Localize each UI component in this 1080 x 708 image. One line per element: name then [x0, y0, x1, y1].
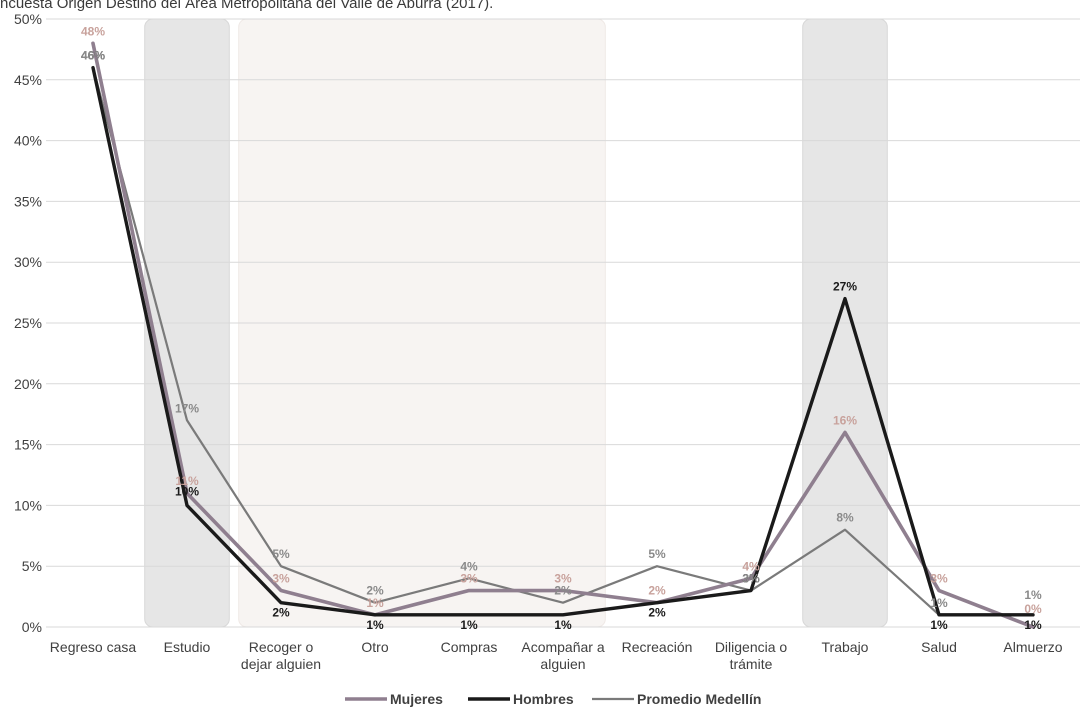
x-tick-label: alguien [540, 656, 585, 672]
data-label-hombres: 2% [648, 606, 666, 620]
y-tick-label: 50% [14, 11, 42, 27]
x-tick-label: Salud [921, 639, 957, 655]
y-tick-label: 30% [14, 254, 42, 270]
data-label-hombres: 1% [1024, 618, 1042, 632]
x-tick-label: Otro [361, 639, 388, 655]
data-label-mujeres: 11% [175, 474, 199, 488]
data-label-mujeres: 3% [554, 572, 572, 586]
y-axis: 0% 5% 10% 15% 20% 25% 30% 35% 40% 45% 50% [14, 11, 42, 635]
y-tick-label: 25% [14, 315, 42, 331]
series-lines [91, 41, 1035, 629]
data-label-mujeres: 48% [81, 24, 105, 38]
data-label-mujeres: 2% [648, 584, 666, 598]
legend-label-mujeres: Mujeres [390, 691, 443, 707]
y-tick-label: 10% [14, 497, 42, 513]
x-tick-label: Recreación [622, 639, 693, 655]
x-tick-label: trámite [730, 656, 773, 672]
y-tick-label: 15% [14, 437, 42, 453]
y-tick-label: 40% [14, 133, 42, 149]
data-label-promedio: 3% [742, 572, 760, 586]
data-label-mujeres: 3% [272, 572, 290, 586]
data-label-mujeres: 3% [930, 572, 948, 586]
y-tick-label: 45% [14, 72, 42, 88]
data-label-mujeres: 1% [366, 596, 384, 610]
x-tick-label: Almuerzo [1003, 639, 1062, 655]
data-label-promedio: 8% [836, 511, 854, 525]
x-tick-label: Estudio [164, 639, 211, 655]
data-label-promedio: 2% [366, 584, 384, 598]
data-label-mujeres: 0% [1024, 602, 1042, 616]
data-label-hombres: 1% [366, 618, 384, 632]
x-tick-label: Recoger o [249, 639, 314, 655]
data-label-mujeres: 3% [460, 572, 478, 586]
x-tick-label: dejar alguien [241, 656, 321, 672]
data-label-hombres: 1% [930, 618, 948, 632]
data-label-promedio: 46% [81, 49, 105, 63]
y-tick-label: 35% [14, 193, 42, 209]
data-label-hombres: 3% [742, 572, 760, 586]
series-line-mujeres [91, 41, 1035, 629]
data-label-hombres: 27% [833, 280, 857, 294]
y-tick-label: 5% [22, 558, 42, 574]
y-tick-label: 20% [14, 376, 42, 392]
data-label-promedio: 1% [1024, 588, 1042, 602]
x-tick-label: Regreso casa [50, 639, 137, 655]
x-tick-label: Trabajo [822, 639, 869, 655]
legend-label-hombres: Hombres [513, 691, 574, 707]
x-tick-label: Acompañar a [521, 639, 604, 655]
series-line-hombres [91, 65, 1035, 617]
data-label-promedio: 1% [930, 596, 948, 610]
data-label-promedio: 17% [175, 401, 199, 415]
data-label-mujeres: 16% [833, 413, 857, 427]
x-tick-label: Diligencia o [715, 639, 788, 655]
x-tick-label: Compras [441, 639, 498, 655]
data-label-hombres: 2% [272, 606, 290, 620]
legend: Mujeres Hombres Promedio Medellín [345, 691, 761, 707]
data-label-hombres: 1% [460, 618, 478, 632]
legend-label-promedio: Promedio Medellín [637, 691, 761, 707]
y-tick-label: 0% [22, 619, 42, 635]
data-label-promedio: 5% [648, 547, 666, 561]
data-label-promedio: 5% [272, 547, 290, 561]
data-label-promedio: 2% [554, 584, 572, 598]
chart-caption: ncuesta Origen Destino del Área Metropol… [0, 0, 494, 12]
data-label-promedio: 4% [460, 559, 478, 573]
data-labels: 48%11%3%1%3% 3%2%4%16%3%0%46%10%2%1% 1% 1%2… [81, 24, 1042, 632]
data-label-hombres: 46% [81, 49, 105, 63]
data-label-mujeres: 4% [742, 559, 760, 573]
data-label-hombres: 10% [175, 484, 199, 498]
series-line-promedio [91, 66, 1035, 616]
data-label-hombres: 1% [554, 618, 572, 632]
